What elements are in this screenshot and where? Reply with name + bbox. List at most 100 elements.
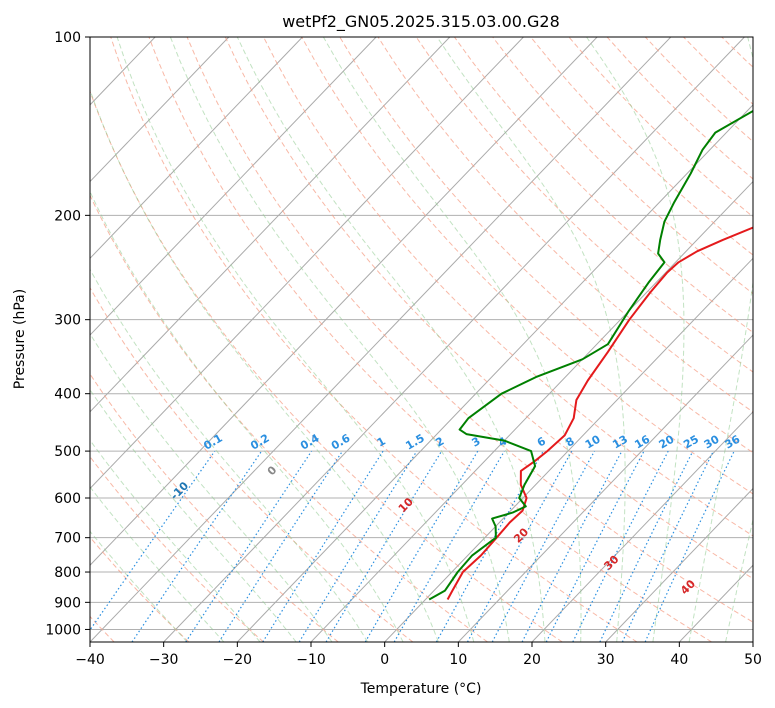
mixing-ratio-label: 6 bbox=[535, 434, 548, 449]
mixing-ratio-line bbox=[262, 450, 384, 642]
moist-adiabat-label: 30 bbox=[601, 552, 621, 572]
dry-adiabat bbox=[263, 37, 753, 537]
dry-adiabat bbox=[90, 286, 414, 642]
isotherm-gridline bbox=[678, 564, 753, 642]
mixing-ratio-label: 10 bbox=[583, 432, 603, 451]
x-axis-title: Temperature (°C) bbox=[360, 681, 482, 697]
mixing-ratio-line bbox=[364, 450, 479, 642]
mixing-ratio-line bbox=[491, 450, 596, 642]
mixing-ratio-line bbox=[218, 450, 343, 642]
dewpoint-profile bbox=[428, 109, 753, 601]
x-tick-label: 40 bbox=[670, 652, 688, 668]
dry-adiabat-label: -30 bbox=[0, 383, 1, 406]
moist-adiabat-label: 40 bbox=[678, 577, 698, 597]
dry-adiabat bbox=[377, 37, 753, 413]
mixing-ratio-label: 20 bbox=[657, 432, 677, 451]
temperature-profile bbox=[446, 226, 753, 600]
mixing-ratio-line bbox=[435, 450, 544, 642]
dry-adiabat bbox=[110, 37, 638, 642]
isotherm-gridline bbox=[90, 37, 303, 260]
moist-adiabat bbox=[90, 332, 333, 642]
isotherm-gridline bbox=[90, 37, 524, 490]
dry-adiabat bbox=[90, 89, 563, 642]
moist-adiabat bbox=[90, 388, 297, 642]
x-tick-label: −20 bbox=[223, 652, 253, 668]
isotherm-gridline bbox=[384, 257, 753, 642]
isotherm-gridline bbox=[90, 37, 451, 413]
moist-adiabat bbox=[90, 486, 225, 642]
mixing-ratio-line bbox=[466, 450, 573, 642]
moist-adiabat bbox=[586, 37, 685, 642]
y-tick-label: 200 bbox=[54, 208, 81, 224]
mixing-ratio-label: 0.4 bbox=[298, 431, 322, 452]
isotherm-gridline bbox=[163, 37, 745, 642]
dry-adiabat bbox=[224, 37, 753, 580]
x-tick-label: −10 bbox=[296, 652, 326, 668]
x-tick-label: −30 bbox=[149, 652, 179, 668]
moist-adiabat bbox=[236, 37, 546, 642]
mixing-ratio-label: 25 bbox=[681, 433, 701, 452]
x-tick-label: −40 bbox=[75, 652, 105, 668]
dry-adiabat bbox=[90, 536, 190, 642]
y-tick-label: 900 bbox=[54, 595, 81, 611]
isotherm-gridline bbox=[605, 487, 753, 642]
x-tick-label: 30 bbox=[597, 652, 615, 668]
isotherm-gridline bbox=[310, 180, 753, 642]
isotherm-gridline bbox=[531, 411, 753, 642]
moist-adiabat bbox=[90, 190, 404, 642]
dry-adiabat bbox=[339, 37, 753, 454]
mixing-ratio-line bbox=[131, 450, 263, 642]
mixing-ratio-line bbox=[298, 450, 418, 642]
moist-adiabat bbox=[90, 88, 439, 642]
y-tick-label: 100 bbox=[54, 30, 81, 46]
x-tick-label: 50 bbox=[744, 652, 762, 668]
dry-adiabat bbox=[186, 37, 753, 623]
isotherm-gridline bbox=[0, 37, 8, 642]
isotherm-gridline bbox=[90, 37, 377, 336]
y-tick-label: 500 bbox=[54, 444, 81, 460]
moist-adiabat bbox=[725, 517, 753, 642]
dry-adiabat bbox=[453, 37, 753, 334]
x-tick-label: 10 bbox=[449, 652, 467, 668]
moist-adiabat bbox=[169, 37, 510, 642]
dry-adiabat bbox=[760, 37, 775, 642]
mixing-ratio-line bbox=[572, 450, 669, 642]
dry-adiabat-label: -10 bbox=[168, 479, 191, 502]
mixing-ratio-label: 30 bbox=[702, 432, 722, 451]
x-tick-label: 20 bbox=[523, 652, 541, 668]
dry-adiabat bbox=[148, 37, 712, 642]
mixing-ratio-line bbox=[185, 450, 313, 642]
isotherm-gridline bbox=[752, 641, 753, 642]
isotherm-gridline bbox=[90, 37, 230, 183]
isotherm-gridline bbox=[90, 37, 598, 566]
isotherm-gridline bbox=[90, 37, 672, 642]
plot-frame bbox=[89, 36, 754, 643]
mixing-ratio-line bbox=[325, 450, 443, 642]
mixing-ratio-label: 8 bbox=[563, 435, 576, 450]
chart-title: wetPf2_GN05.2025.315.03.00.G28 bbox=[282, 12, 560, 32]
y-tick-label: 700 bbox=[54, 531, 81, 547]
y-tick-label: 400 bbox=[54, 387, 81, 403]
mixing-ratio-label: 16 bbox=[632, 432, 652, 451]
mixing-ratio-line bbox=[521, 450, 623, 642]
y-tick-label: 600 bbox=[54, 491, 81, 507]
y-axis-title: Pressure (hPa) bbox=[12, 289, 28, 389]
dry-adiabat bbox=[90, 194, 488, 642]
x-tick-label: 0 bbox=[380, 652, 389, 668]
y-tick-label: 300 bbox=[54, 313, 81, 329]
y-tick-label: 1000 bbox=[45, 622, 81, 638]
dry-adiabat bbox=[90, 455, 264, 642]
dry-adiabat bbox=[606, 37, 753, 180]
y-tick-label: 800 bbox=[54, 565, 81, 581]
moist-adiabat bbox=[436, 37, 626, 642]
isotherm-gridline bbox=[457, 334, 753, 642]
moist-adiabat bbox=[322, 37, 582, 642]
moist-adiabat bbox=[90, 268, 369, 642]
dry-adiabat bbox=[683, 37, 753, 105]
mixing-ratio-label: 1 bbox=[375, 435, 388, 450]
mixing-ratio-label: 1.5 bbox=[403, 432, 426, 453]
mixing-ratio-line bbox=[545, 450, 645, 642]
moist-adiabat bbox=[90, 439, 261, 642]
dry-adiabat bbox=[415, 37, 753, 373]
